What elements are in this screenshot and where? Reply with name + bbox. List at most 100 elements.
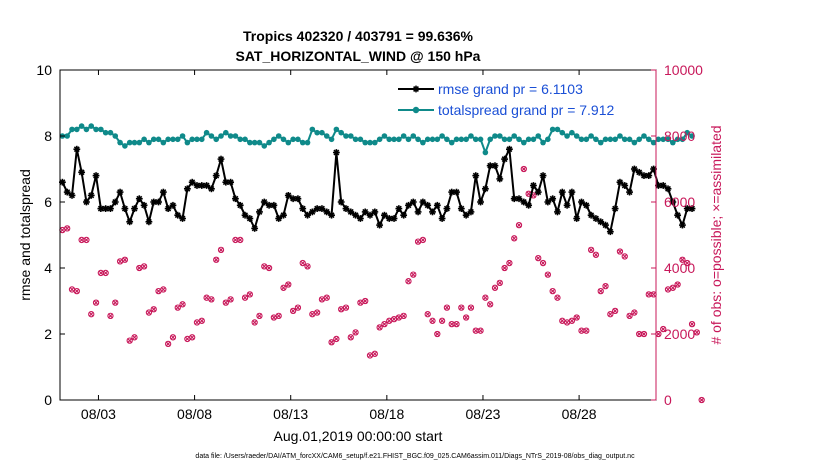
rmse-point bbox=[433, 201, 441, 209]
rmse-point bbox=[453, 188, 460, 196]
totalspread-point bbox=[645, 136, 652, 143]
rmse-point bbox=[554, 208, 561, 216]
rmse-point bbox=[203, 182, 210, 189]
totalspread-point bbox=[237, 136, 244, 143]
obs-point bbox=[270, 314, 278, 321]
obs-point bbox=[289, 307, 297, 315]
totalspread-point bbox=[617, 133, 623, 139]
obs-point bbox=[237, 236, 244, 244]
obs-point bbox=[602, 282, 609, 290]
y-tick-label: 10 bbox=[36, 62, 52, 78]
right-y-tick-label: 4000 bbox=[664, 260, 695, 276]
totalspread-point bbox=[530, 136, 537, 143]
obs-point bbox=[208, 296, 215, 303]
totalspread-point bbox=[83, 126, 90, 133]
rmse-point bbox=[121, 205, 129, 212]
totalspread-point bbox=[501, 136, 508, 143]
totalspread-point bbox=[424, 136, 431, 143]
rmse-point bbox=[246, 215, 254, 222]
totalspread-point bbox=[650, 139, 657, 146]
rmse-point bbox=[150, 198, 158, 206]
rmse-point bbox=[361, 208, 369, 216]
totalspread-point bbox=[429, 136, 436, 143]
legend-rmse-star bbox=[412, 85, 420, 93]
totalspread-point bbox=[367, 139, 373, 146]
rmse-point bbox=[496, 175, 504, 183]
totalspread-point bbox=[314, 129, 320, 136]
obs-point bbox=[467, 304, 475, 311]
rmse-point bbox=[467, 208, 475, 216]
obs-point bbox=[371, 350, 378, 357]
totalspread-point bbox=[444, 136, 450, 143]
totalspread-point bbox=[184, 139, 191, 146]
obs-point bbox=[511, 235, 518, 242]
totalspread-point bbox=[376, 136, 383, 143]
totalspread-point bbox=[386, 136, 393, 143]
rmse-point bbox=[174, 211, 182, 219]
rmse-point bbox=[155, 198, 162, 206]
obs-point bbox=[621, 253, 628, 260]
obs-point bbox=[405, 278, 412, 285]
obs-point bbox=[616, 248, 624, 255]
x-tick-label: 08/13 bbox=[273, 406, 308, 422]
totalspread-point bbox=[232, 133, 239, 139]
totalspread-point bbox=[266, 139, 272, 146]
obs-point bbox=[160, 286, 167, 293]
obs-point bbox=[88, 311, 95, 318]
obs-point bbox=[328, 339, 335, 346]
right-y-tick-label: 2000 bbox=[664, 326, 695, 342]
totalspread-point bbox=[98, 126, 104, 133]
totalspread-point bbox=[333, 126, 340, 133]
obs-point bbox=[429, 317, 436, 324]
totalspread-point bbox=[655, 136, 662, 143]
rmse-point bbox=[520, 198, 528, 206]
obs-point bbox=[189, 334, 196, 341]
obs-point bbox=[251, 319, 258, 326]
obs-point bbox=[515, 221, 523, 229]
totalspread-point bbox=[545, 136, 551, 143]
legend-rmse-marker bbox=[412, 85, 420, 93]
totalspread-point bbox=[160, 139, 167, 146]
totalspread-point bbox=[275, 133, 282, 139]
legend: rmse grand pr = 6.1103 totalspread grand… bbox=[393, 76, 653, 120]
obs-point bbox=[491, 284, 499, 291]
totalspread-point bbox=[280, 136, 287, 143]
rmse-point bbox=[159, 188, 167, 196]
rmse-point bbox=[236, 201, 244, 209]
rmse-point bbox=[131, 205, 138, 212]
rmse-point bbox=[419, 198, 427, 206]
obs-point bbox=[150, 306, 157, 313]
totalspread-point bbox=[458, 136, 465, 143]
rmse-point bbox=[371, 208, 379, 216]
totalspread-point bbox=[299, 139, 306, 146]
rmse-point bbox=[275, 215, 283, 222]
right-y-tick-label: 10000 bbox=[664, 62, 703, 78]
obs-point bbox=[549, 287, 556, 295]
totalspread-point bbox=[621, 136, 628, 143]
rmse-point bbox=[256, 208, 263, 216]
totalspread-point bbox=[521, 139, 527, 146]
rmse-point bbox=[332, 149, 340, 156]
totalspread-point bbox=[559, 129, 566, 136]
totalspread-point bbox=[319, 129, 325, 136]
totalspread-point bbox=[141, 136, 147, 143]
totalspread-point bbox=[261, 143, 268, 149]
rmse-point bbox=[477, 198, 484, 206]
rmse-point bbox=[606, 228, 614, 236]
totalspread-point bbox=[607, 136, 614, 143]
rmse-point bbox=[241, 211, 249, 219]
totalspread-point bbox=[78, 123, 85, 129]
totalspread-point bbox=[602, 136, 609, 143]
rmse-point bbox=[457, 205, 465, 212]
data-file-footer: data file: /Users/raeder/DAI/ATM_forcXX/… bbox=[195, 453, 635, 460]
obs-point bbox=[294, 304, 302, 311]
totalspread-point bbox=[122, 143, 128, 149]
obs-point bbox=[222, 299, 229, 306]
totalspread-point bbox=[155, 136, 162, 143]
rmse-point bbox=[573, 215, 581, 222]
totalspread-series bbox=[59, 123, 695, 156]
rmse-point bbox=[534, 188, 542, 196]
obs-point bbox=[438, 317, 446, 324]
right-y-tick-label: 0 bbox=[664, 392, 672, 408]
